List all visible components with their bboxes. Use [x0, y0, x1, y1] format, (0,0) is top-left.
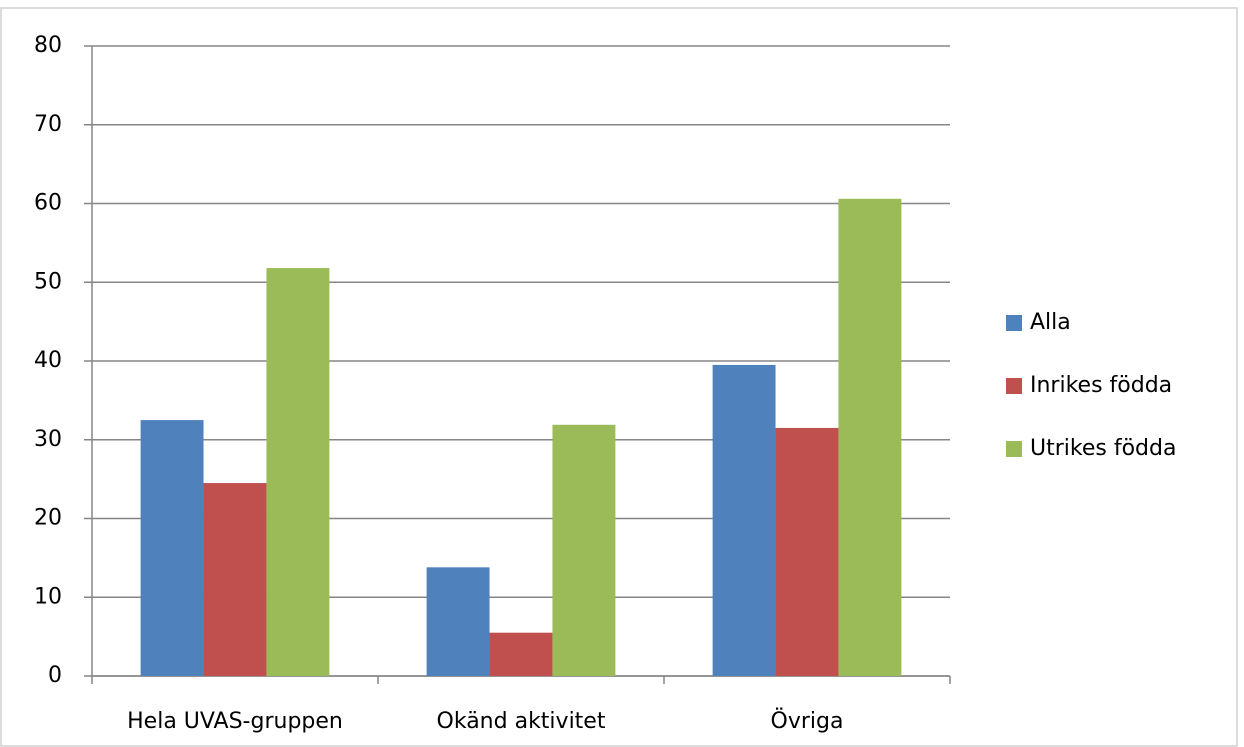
- y-tick-label: 10: [34, 584, 62, 609]
- legend-swatch: [1006, 441, 1022, 457]
- legend-swatch: [1006, 378, 1022, 394]
- legend-label: Inrikes födda: [1030, 373, 1172, 398]
- bar: [552, 424, 616, 676]
- legend-swatch: [1006, 315, 1022, 331]
- y-tick-label: 30: [34, 427, 62, 452]
- frame: [0, 7, 1238, 747]
- y-tick-label: 70: [34, 112, 62, 137]
- y-tick-label: 50: [34, 269, 62, 294]
- bar: [775, 427, 839, 676]
- y-tick-label: 80: [34, 33, 62, 58]
- x-tick-label: Okänd aktivitet: [437, 709, 606, 734]
- bar: [203, 483, 267, 676]
- y-tick-label: 40: [34, 348, 62, 373]
- x-tick-label: Övriga: [771, 708, 844, 734]
- y-tick-label: 60: [34, 191, 62, 216]
- bar: [838, 198, 902, 676]
- x-tick-label: Hela UVAS-gruppen: [127, 709, 343, 734]
- bar: [712, 364, 776, 676]
- bar: [489, 632, 553, 676]
- bar: [266, 268, 330, 676]
- bar: [426, 567, 490, 676]
- bar: [140, 420, 204, 676]
- y-tick-label: 20: [34, 506, 62, 531]
- y-tick-label: 0: [48, 663, 62, 688]
- legend-label: Alla: [1030, 310, 1071, 335]
- legend-label: Utrikes födda: [1030, 436, 1176, 461]
